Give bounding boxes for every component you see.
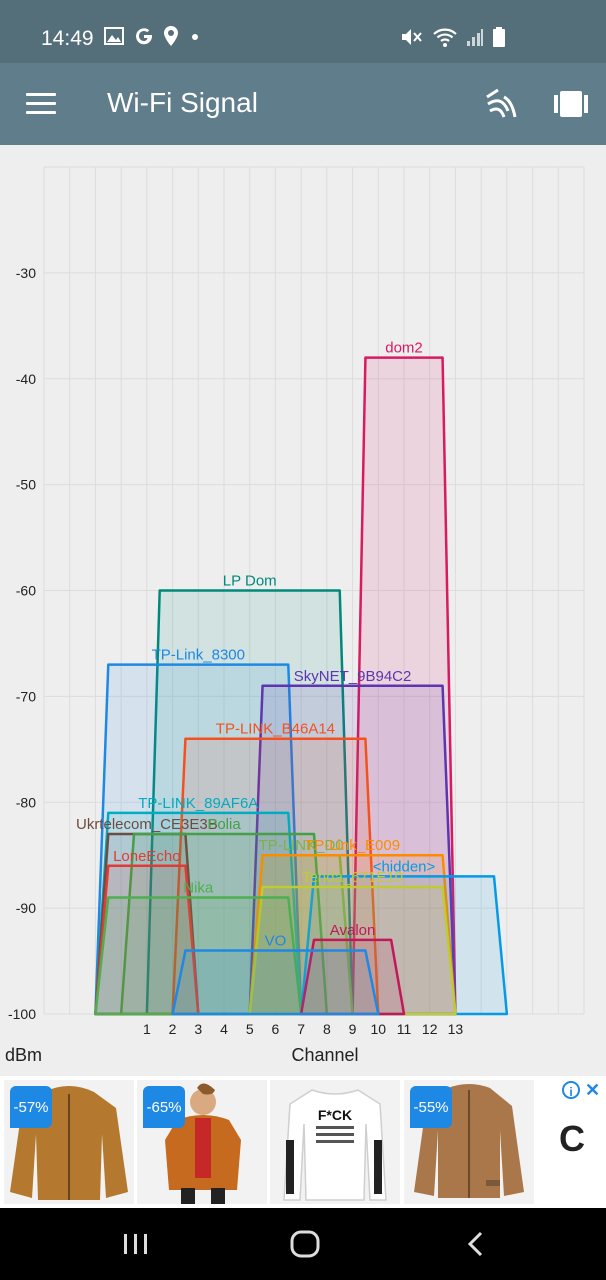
discount-badge: -57% bbox=[10, 1086, 52, 1128]
signal-chart: dom2 LP Dom TP-Link_8300 SkyNET_9B94C2 TP-LI… bbox=[5, 166, 585, 1065]
mute-icon bbox=[402, 29, 422, 45]
signal-icon bbox=[467, 29, 483, 46]
x-tick-label: 13 bbox=[448, 1021, 464, 1037]
network-label: Nika bbox=[183, 880, 214, 897]
x-tick-label: 12 bbox=[422, 1021, 438, 1037]
shirt-print: F*CK bbox=[318, 1107, 352, 1123]
network-label: VO bbox=[265, 932, 287, 949]
network-label: Ukrtelecom_CE3E3B bbox=[76, 816, 218, 833]
y-tick-label: -60 bbox=[16, 583, 36, 599]
y-tick-label: -30 bbox=[16, 265, 36, 281]
google-icon bbox=[136, 28, 153, 45]
network-label: TP-Link_E009 bbox=[305, 837, 400, 854]
dot-icon bbox=[192, 34, 198, 40]
y-tick-label: -70 bbox=[16, 688, 36, 704]
discount-badge: -65% bbox=[143, 1086, 185, 1128]
status-left-icons bbox=[104, 26, 202, 46]
back-icon[interactable] bbox=[464, 1230, 486, 1258]
chart-series: dom2 LP Dom TP-Link_8300 SkyNET_9B94C2 TP-LI… bbox=[76, 340, 509, 1016]
network-area bbox=[171, 949, 380, 1016]
menu-icon[interactable] bbox=[26, 93, 56, 115]
shirt-icon: F*CK bbox=[283, 1089, 387, 1201]
network-label: TP-Link_8300 bbox=[152, 647, 245, 664]
ad-product-3[interactable]: F*CK bbox=[270, 1080, 400, 1204]
x-tick-label: 5 bbox=[246, 1021, 254, 1037]
status-bar: 14:49 bbox=[0, 0, 606, 63]
wifi-icon bbox=[433, 28, 457, 47]
recents-icon[interactable] bbox=[122, 1232, 150, 1256]
location-icon bbox=[164, 26, 178, 46]
x-tick-label: 1 bbox=[143, 1021, 151, 1037]
network-label: LP Dom bbox=[223, 573, 277, 590]
network-label: <hidden> bbox=[373, 858, 436, 875]
x-tick-label: 11 bbox=[397, 1021, 412, 1037]
discount-badge: -55% bbox=[410, 1086, 452, 1128]
network-label: TP-LINK_D0 bbox=[259, 837, 344, 854]
x-tick-label: 6 bbox=[272, 1021, 280, 1037]
network-label: Avalon bbox=[330, 922, 376, 939]
ad-product-2[interactable]: -65% bbox=[137, 1080, 267, 1204]
x-tick-label: 8 bbox=[323, 1021, 331, 1037]
network-label: Tenda_671E10 bbox=[302, 869, 403, 886]
network-label: dom2 bbox=[385, 340, 423, 357]
view-toggle-icon[interactable] bbox=[554, 90, 588, 118]
ad-product-1[interactable]: -57% bbox=[4, 1080, 134, 1204]
y-tick-label: -100 bbox=[8, 1006, 36, 1022]
x-tick-label: 4 bbox=[220, 1021, 228, 1037]
gallery-icon bbox=[104, 27, 124, 45]
network-label: TP-LINK_89AF6A bbox=[138, 795, 258, 812]
home-icon[interactable] bbox=[289, 1229, 321, 1259]
x-tick-label: 2 bbox=[169, 1021, 177, 1037]
app-title: Wi-Fi Signal bbox=[107, 87, 258, 118]
y-tick-label: -90 bbox=[16, 900, 36, 916]
y-axis-title: dBm bbox=[5, 1045, 42, 1065]
status-right-icons bbox=[400, 26, 506, 48]
y-tick-label: -40 bbox=[16, 371, 36, 387]
battery-icon bbox=[493, 27, 505, 47]
ad-banner[interactable]: -57% -65% F*CK -55% i ✕ bbox=[0, 1076, 606, 1208]
network-label: LoneEcho bbox=[113, 848, 181, 865]
x-tick-label: 10 bbox=[370, 1021, 386, 1037]
channel-graph-icon[interactable] bbox=[484, 87, 518, 121]
jacket-icon bbox=[165, 1083, 241, 1204]
network-label: Polia bbox=[207, 816, 241, 833]
app-bar: Wi-Fi Signal bbox=[0, 63, 606, 145]
ad-logo[interactable]: C bbox=[559, 1118, 585, 1159]
network-label: TP-LINK_B46A14 bbox=[216, 721, 335, 738]
y-tick-label: -80 bbox=[16, 794, 36, 810]
network-label: SkyNET_9B94C2 bbox=[294, 668, 412, 685]
x-axis-title: Channel bbox=[291, 1045, 358, 1065]
x-tick-label: 3 bbox=[194, 1021, 202, 1037]
ad-close-icon[interactable]: ✕ bbox=[585, 1080, 601, 1100]
ad-info-icon[interactable]: i bbox=[562, 1081, 580, 1099]
status-time: 14:49 bbox=[41, 27, 94, 50]
x-tick-label: 9 bbox=[349, 1021, 357, 1037]
y-tick-label: -50 bbox=[16, 477, 36, 493]
nav-bar bbox=[0, 1208, 606, 1280]
ad-product-4[interactable]: -55% bbox=[404, 1080, 534, 1204]
x-tick-label: 7 bbox=[297, 1021, 305, 1037]
chart-axes: 1 2 3 4 5 6 7 8 9 10 11 12 13-30-40-50-60-70-80-90-1… bbox=[5, 265, 463, 1065]
